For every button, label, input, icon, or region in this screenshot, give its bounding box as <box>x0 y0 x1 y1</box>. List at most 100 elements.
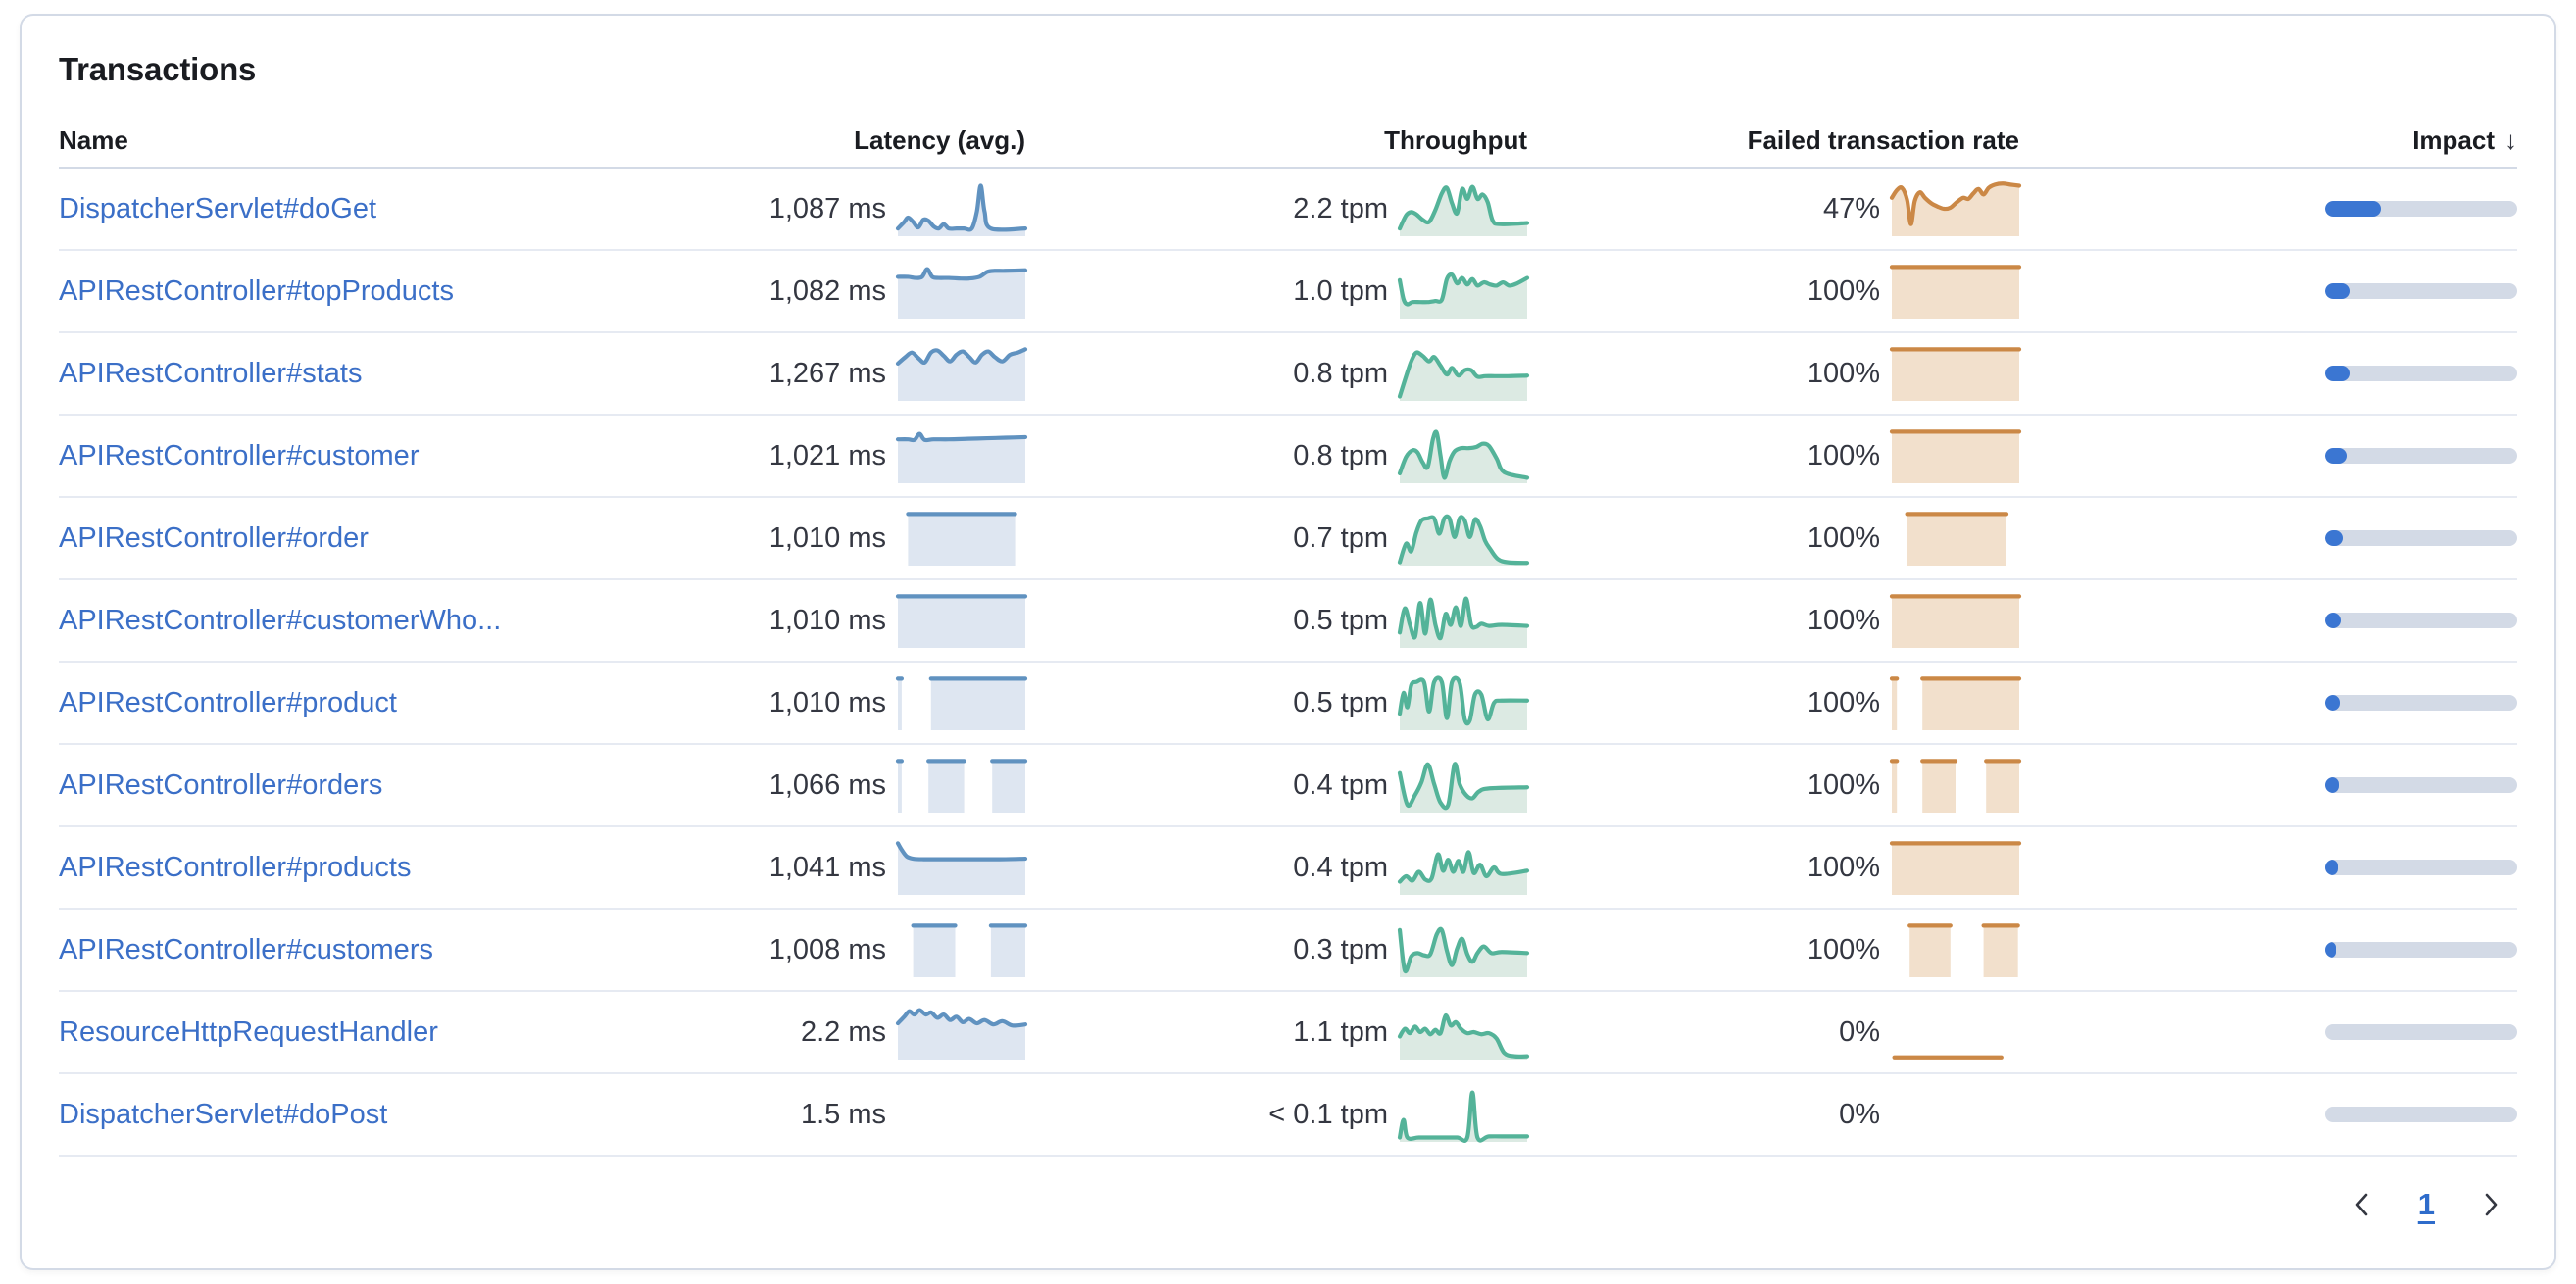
throughput-value-cell: 2.2 tpm <box>1025 181 1527 236</box>
failed-rate-value: 0% <box>1839 1098 1880 1130</box>
transaction-name-cell: APIRestController#customerWho... <box>59 605 633 637</box>
page-number-current[interactable]: 1 <box>2417 1187 2435 1221</box>
column-header-failed[interactable]: Failed transaction rate <box>1527 125 2019 156</box>
failed-rate-value-cell: 100% <box>1527 346 2019 401</box>
table-row: APIRestController#customers 1,008 ms 0.3 t… <box>59 910 2517 992</box>
latency-value-cell: 1,010 ms <box>633 511 1025 566</box>
impact-cell <box>2019 201 2517 217</box>
impact-bar-fill <box>2325 366 2351 381</box>
impact-cell <box>2019 530 2517 546</box>
impact-cell <box>2019 1024 2517 1040</box>
throughput-sparkline <box>1400 1005 1527 1060</box>
latency-value-cell: 1,010 ms <box>633 675 1025 730</box>
impact-bar-track <box>2325 860 2517 875</box>
latency-sparkline <box>898 840 1025 895</box>
failed-rate-sparkline <box>1892 428 2019 483</box>
latency-sparkline <box>898 346 1025 401</box>
transaction-link[interactable]: APIRestController#orders <box>59 768 383 801</box>
transaction-name-cell: APIRestController#order <box>59 522 633 555</box>
throughput-sparkline <box>1400 675 1527 730</box>
impact-bar-fill <box>2325 942 2336 958</box>
table-body: DispatcherServlet#doGet 1,087 ms 2.2 tpm 47… <box>59 169 2517 1157</box>
failed-rate-value-cell: 100% <box>1527 428 2019 483</box>
transaction-link[interactable]: ResourceHttpRequestHandler <box>59 1015 438 1048</box>
column-header-latency[interactable]: Latency (avg.) <box>633 125 1025 156</box>
impact-bar-fill <box>2325 613 2341 628</box>
latency-value: 1,008 ms <box>768 933 886 965</box>
throughput-value: 0.5 tpm <box>1293 686 1388 718</box>
transaction-link[interactable]: APIRestController#customer <box>59 439 420 471</box>
impact-cell <box>2019 695 2517 711</box>
transaction-link[interactable]: DispatcherServlet#doPost <box>59 1098 388 1130</box>
throughput-value: 0.4 tpm <box>1293 768 1388 801</box>
column-header-label: Failed transaction rate <box>1747 124 2019 155</box>
table-row: APIRestController#customerWho... 1,010 ms… <box>59 580 2517 663</box>
column-header-throughput[interactable]: Throughput <box>1025 125 1527 156</box>
transaction-link[interactable]: APIRestController#products <box>59 851 412 883</box>
latency-value-cell: 1,010 ms <box>633 593 1025 648</box>
failed-rate-value: 100% <box>1807 933 1880 965</box>
latency-sparkline <box>898 758 1025 813</box>
throughput-value-cell: 0.5 tpm <box>1025 593 1527 648</box>
failed-rate-value: 47% <box>1822 192 1880 224</box>
table-header-row: Name Latency (avg.) Throughput Failed trans… <box>59 114 2517 169</box>
failed-rate-value: 100% <box>1807 604 1880 636</box>
transaction-name-cell: ResourceHttpRequestHandler <box>59 1016 633 1049</box>
impact-cell <box>2019 942 2517 958</box>
throughput-value-cell: 0.8 tpm <box>1025 346 1527 401</box>
throughput-value: 0.4 tpm <box>1293 851 1388 883</box>
transaction-link[interactable]: APIRestController#product <box>59 686 397 718</box>
latency-value: 1,010 ms <box>768 686 886 718</box>
impact-bar-fill <box>2325 860 2338 875</box>
impact-cell <box>2019 777 2517 793</box>
transaction-link[interactable]: DispatcherServlet#doGet <box>59 192 376 224</box>
transaction-name-cell: APIRestController#product <box>59 687 633 719</box>
transactions-card: Transactions Name Latency (avg.) Throughpu… <box>20 14 2556 1270</box>
failed-rate-value-cell: 100% <box>1527 758 2019 813</box>
next-page-button[interactable] <box>2472 1186 2509 1223</box>
throughput-value: 0.8 tpm <box>1293 439 1388 471</box>
throughput-value: 0.5 tpm <box>1293 604 1388 636</box>
card-title: Transactions <box>59 51 257 87</box>
failed-rate-sparkline <box>1892 511 2019 566</box>
failed-rate-value: 100% <box>1807 686 1880 718</box>
impact-cell <box>2019 860 2517 875</box>
sort-desc-icon: ↓ <box>2504 124 2517 155</box>
column-header-impact[interactable]: Impact ↓ <box>2019 125 2517 156</box>
transaction-link[interactable]: APIRestController#customers <box>59 933 433 965</box>
transaction-name-cell: APIRestController#stats <box>59 358 633 390</box>
failed-rate-value-cell: 100% <box>1527 840 2019 895</box>
throughput-sparkline <box>1400 758 1527 813</box>
transaction-name-cell: DispatcherServlet#doPost <box>59 1099 633 1131</box>
latency-value-cell: 1,008 ms <box>633 922 1025 977</box>
failed-rate-sparkline <box>1892 264 2019 319</box>
throughput-value: 0.8 tpm <box>1293 357 1388 389</box>
impact-bar-track <box>2325 448 2517 464</box>
latency-value-cell: 1,066 ms <box>633 758 1025 813</box>
column-header-name[interactable]: Name <box>59 125 633 156</box>
latency-value-cell: 1,087 ms <box>633 181 1025 236</box>
failed-rate-value: 100% <box>1807 439 1880 471</box>
impact-bar-fill <box>2325 448 2347 464</box>
failed-rate-sparkline <box>1892 922 2019 977</box>
throughput-value-cell: 0.8 tpm <box>1025 428 1527 483</box>
transaction-link[interactable]: APIRestController#customerWho... <box>59 604 502 636</box>
transaction-link[interactable]: APIRestController#topProducts <box>59 274 454 307</box>
failed-rate-sparkline <box>1892 593 2019 648</box>
impact-bar-fill <box>2325 283 2351 299</box>
impact-cell <box>2019 448 2517 464</box>
latency-value-cell: 2.2 ms <box>633 1005 1025 1060</box>
transaction-link[interactable]: APIRestController#stats <box>59 357 363 389</box>
latency-value: 2.2 ms <box>800 1015 886 1048</box>
impact-bar-track <box>2325 777 2517 793</box>
throughput-sparkline <box>1400 593 1527 648</box>
latency-sparkline <box>898 1087 1025 1142</box>
latency-value: 1,082 ms <box>768 274 886 307</box>
table-row: APIRestController#products 1,041 ms 0.4 tp… <box>59 827 2517 910</box>
prev-page-button[interactable] <box>2344 1186 2381 1223</box>
chevron-left-icon <box>2348 1193 2377 1222</box>
throughput-value-cell: 0.5 tpm <box>1025 675 1527 730</box>
transaction-link[interactable]: APIRestController#order <box>59 521 369 554</box>
latency-sparkline <box>898 264 1025 319</box>
latency-value-cell: 1,021 ms <box>633 428 1025 483</box>
